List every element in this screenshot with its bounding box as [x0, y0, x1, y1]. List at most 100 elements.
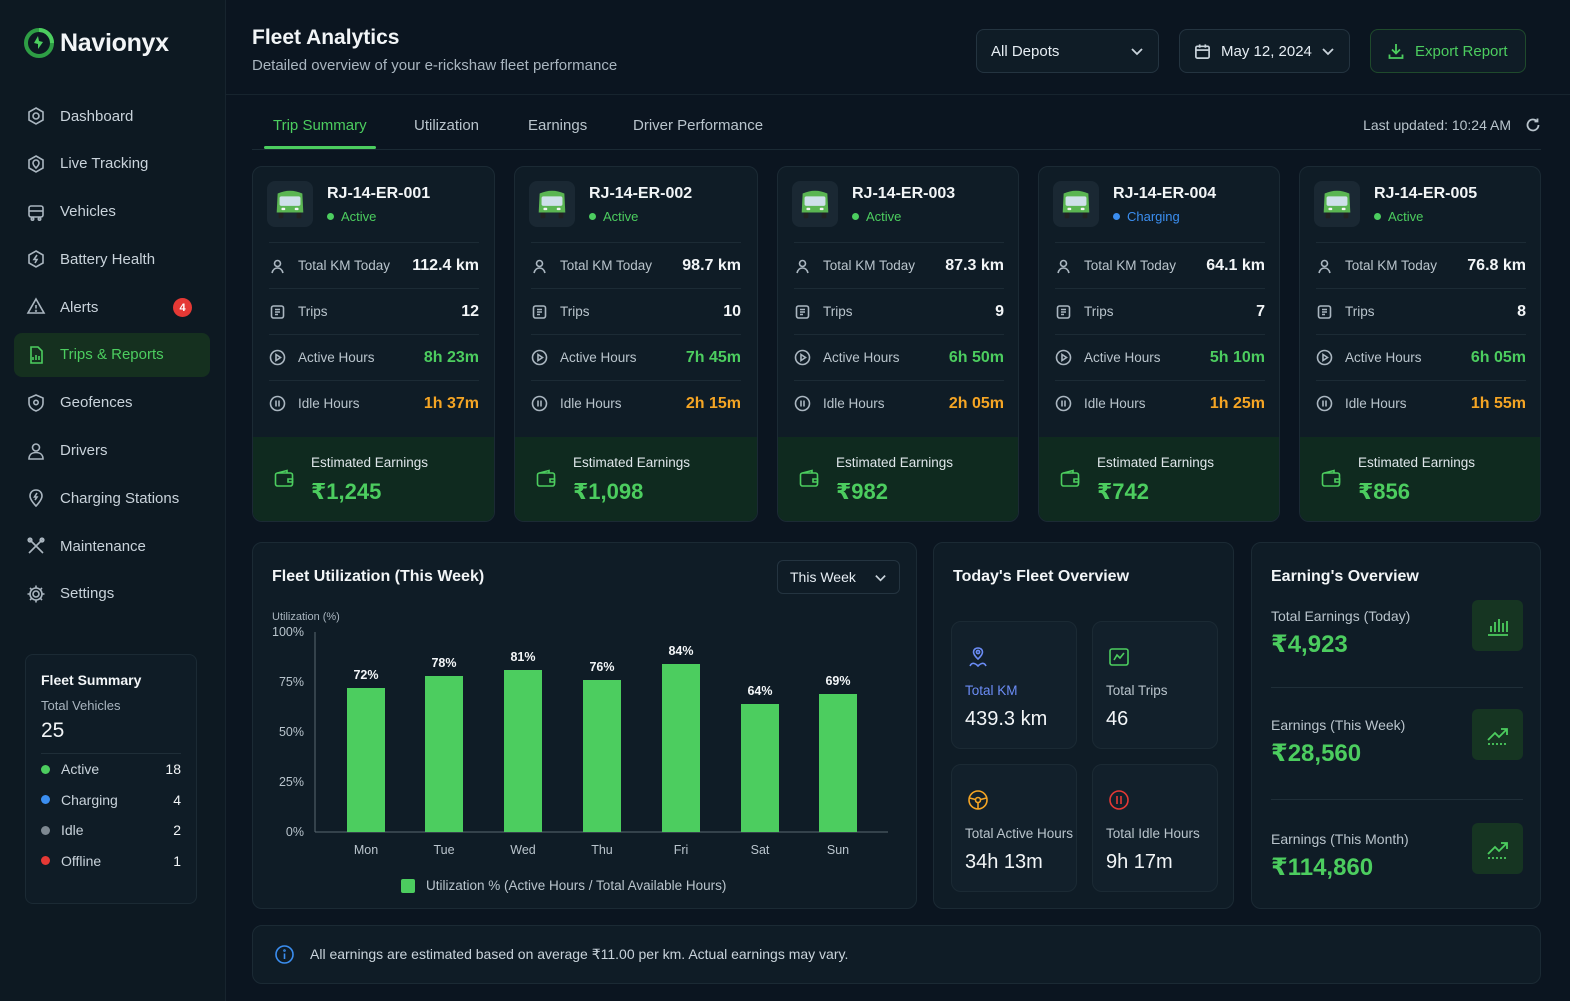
vehicle-stat-row: Idle Hours 1h 37m	[269, 380, 479, 426]
status-text: Active	[341, 209, 377, 224]
vehicle-status: Active	[589, 209, 638, 224]
y-tick-label: 25%	[279, 775, 304, 789]
sidebar-item-label: Alerts	[60, 298, 99, 316]
trend-up-icon	[1486, 841, 1508, 859]
vehicle-stat-row: Trips 7	[1055, 288, 1265, 334]
rickshaw-image	[801, 190, 829, 219]
earnings-label: Estimated Earnings	[1097, 455, 1215, 470]
export-report-button[interactable]: Export Report	[1370, 29, 1526, 73]
sidebar-item-battery-health[interactable]: Battery Health	[14, 237, 210, 281]
fleet-status-row-offline: Offline 1	[41, 846, 181, 877]
chevron-down-icon	[1322, 48, 1334, 56]
sidebar-item-label: Battery Health	[60, 250, 156, 268]
tile-value: 34h 13m	[965, 851, 1043, 873]
play-circle-icon	[269, 349, 286, 366]
depot-select[interactable]: All Depots	[976, 29, 1159, 73]
earnings-label: Estimated Earnings	[1358, 455, 1476, 470]
date-picker-value: May 12, 2024	[1221, 42, 1312, 60]
status-count: 1	[173, 852, 181, 869]
overview-tile-active-hours: Total Active Hours 34h 13m	[951, 764, 1077, 892]
sidebar-item-dashboard[interactable]: Dashboard	[14, 94, 210, 138]
vehicle-card[interactable]: RJ-14-ER-003 Active Total KM Today 87.3 …	[777, 166, 1019, 522]
rickshaw-icon	[1314, 181, 1360, 227]
logo[interactable]: Navionyx	[24, 28, 169, 58]
status-label: Offline	[61, 852, 102, 869]
stat-value: 1h 37m	[423, 394, 479, 412]
tile-label: Total Trips	[1106, 683, 1168, 698]
sidebar-item-geofences[interactable]: Geofences	[14, 381, 210, 425]
wrench-icon	[27, 537, 45, 554]
play-circle-icon	[531, 349, 548, 366]
vehicle-card[interactable]: RJ-14-ER-004 Charging Total KM Today 64.…	[1038, 166, 1280, 522]
stat-label: Trips	[823, 304, 853, 319]
sidebar-item-alerts[interactable]: Alerts 4	[14, 285, 210, 329]
vehicle-stats: Total KM Today 112.4 km Trips 12 Active …	[269, 242, 479, 426]
date-picker[interactable]: May 12, 2024	[1179, 29, 1350, 73]
vehicle-card[interactable]: RJ-14-ER-005 Active Total KM Today 76.8 …	[1299, 166, 1541, 522]
trips-icon	[1109, 648, 1129, 666]
charging-icon	[29, 489, 43, 508]
sidebar-item-maintenance[interactable]: Maintenance	[14, 524, 210, 568]
tab-driver-performance[interactable]: Driver Performance	[633, 117, 764, 134]
tab-earnings[interactable]: Earnings	[528, 117, 588, 134]
status-dot	[852, 213, 859, 220]
overview-tile-total-trips: Total Trips 46	[1092, 621, 1218, 749]
vehicle-stat-row: Idle Hours 1h 55m	[1316, 380, 1526, 426]
earnings-value: ₹1,245	[311, 479, 382, 504]
bar-data-label: 76%	[589, 660, 614, 674]
vehicle-card[interactable]: RJ-14-ER-001 Active Total KM Today 112.4…	[252, 166, 495, 522]
earnings-value: ₹856	[1358, 479, 1411, 504]
vehicle-status: Active	[852, 209, 901, 224]
stat-label: Active Hours	[823, 350, 900, 365]
vehicle-stats: Total KM Today 64.1 km Trips 7 Active Ho…	[1055, 242, 1265, 426]
tile-label: Total KM	[965, 683, 1018, 698]
fleet-summary-title: Fleet Summary	[41, 672, 142, 688]
sidebar-item-trips-reports[interactable]: Trips & Reports	[14, 332, 210, 377]
x-tick-label: Tue	[433, 843, 454, 857]
active-tab-indicator	[264, 146, 376, 149]
battery-icon	[28, 250, 44, 269]
sidebar-item-vehicles[interactable]: Vehicles	[14, 190, 210, 234]
chart-bar	[819, 694, 857, 832]
stat-label: Active Hours	[1084, 350, 1161, 365]
pause-circle-icon	[1316, 395, 1333, 412]
vehicle-stat-row: Total KM Today 64.1 km	[1055, 242, 1265, 288]
wallet-icon	[274, 469, 294, 487]
rickshaw-icon	[267, 181, 313, 227]
bar-data-label: 78%	[431, 656, 456, 670]
estimated-earnings-box: Estimated Earnings ₹1,245	[253, 437, 494, 521]
earnings-label: Total Earnings (Today)	[1271, 608, 1411, 624]
vehicle-stat-row: Total KM Today 98.7 km	[531, 242, 741, 288]
sidebar-item-label: Trips & Reports	[60, 346, 164, 364]
status-dot	[41, 825, 50, 835]
vehicle-stat-row: Trips 9	[794, 288, 1004, 334]
vehicle-stat-row: Active Hours 6h 50m	[794, 334, 1004, 380]
sidebar-item-charging-stations[interactable]: Charging Stations	[14, 476, 210, 520]
earnings-value: ₹114,860	[1271, 854, 1374, 881]
tab-trip-summary[interactable]: Trip Summary	[273, 117, 367, 134]
vehicle-card[interactable]: RJ-14-ER-002 Active Total KM Today 98.7 …	[514, 166, 758, 522]
fleet-status-row-idle: Idle 2	[41, 815, 181, 846]
y-tick-label: 0%	[286, 825, 304, 839]
utilization-title: Fleet Utilization (This Week)	[272, 568, 485, 585]
sidebar-item-live-tracking[interactable]: Live Tracking	[14, 142, 210, 186]
rickshaw-icon	[792, 181, 838, 227]
earnings-value: ₹4,923	[1271, 631, 1348, 658]
estimated-earnings-box: Estimated Earnings ₹856	[1300, 437, 1540, 521]
sidebar-item-settings[interactable]: Settings	[14, 572, 210, 616]
earnings-title: Earning's Overview	[1271, 568, 1419, 585]
earnings-overview-panel: Earning's Overview Total Earnings (Today…	[1251, 542, 1541, 909]
tile-value: 46	[1106, 708, 1129, 730]
week-range-select[interactable]: This Week	[777, 560, 900, 594]
distance-icon	[796, 259, 809, 274]
alerts-count-badge: 4	[173, 298, 192, 318]
sidebar-item-label: Maintenance	[60, 537, 146, 555]
chevron-down-icon	[875, 574, 886, 581]
report-tabs: Trip Summary Utilization Earnings Driver…	[252, 104, 1541, 150]
refresh-icon[interactable]	[1525, 117, 1541, 133]
sidebar-item-drivers[interactable]: Drivers	[14, 429, 210, 473]
play-circle-icon	[1055, 349, 1072, 366]
tab-utilization[interactable]: Utilization	[414, 117, 480, 134]
stat-value: 5h 10m	[1209, 348, 1265, 366]
earnings-label: Estimated Earnings	[573, 455, 691, 470]
